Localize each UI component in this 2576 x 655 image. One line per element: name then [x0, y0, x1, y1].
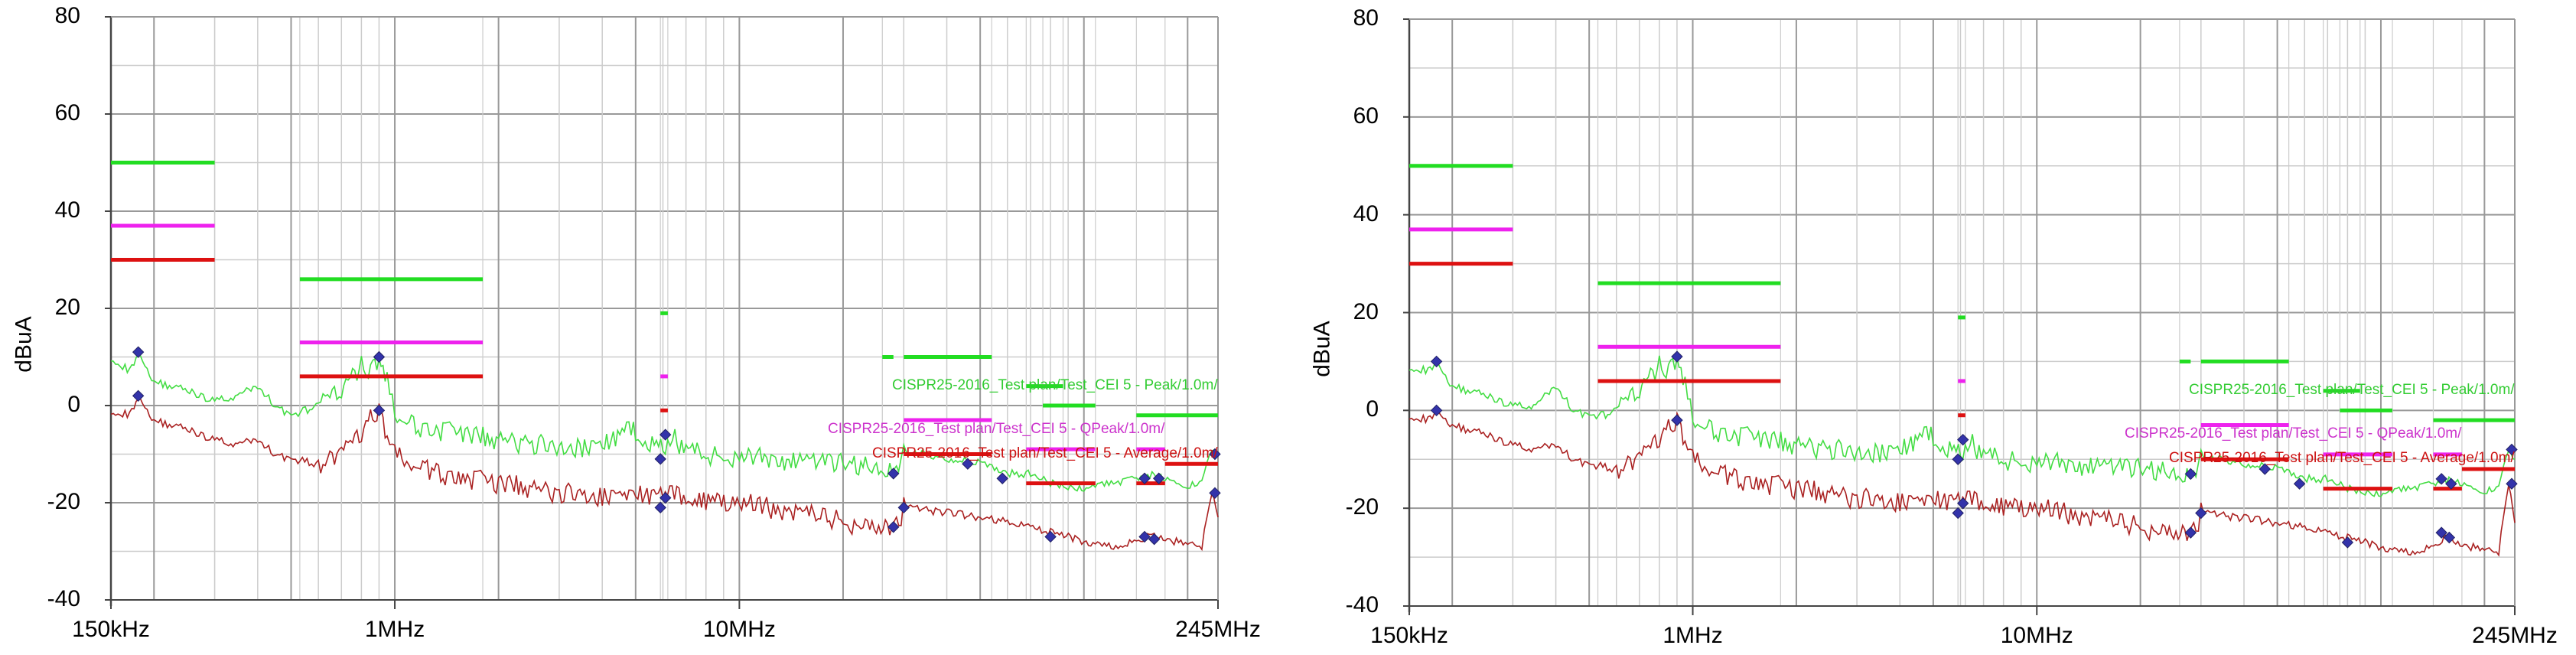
marker-diamond-icon[interactable] — [1430, 404, 1443, 417]
legend-entry-average: CISPR25-2016_Test plan/Test_CEI 5 - Aver… — [872, 445, 1218, 461]
legend-entry-peak: CISPR25-2016_Test plan/Test_CEI 5 - Peak… — [892, 376, 1218, 393]
marker-diamond-icon[interactable] — [2435, 526, 2447, 539]
marker-diamond-icon[interactable] — [1671, 350, 1683, 363]
marker-diamond-icon[interactable] — [654, 501, 666, 514]
marker-diamond-icon[interactable] — [2341, 536, 2354, 549]
marker-diamond-icon[interactable] — [373, 404, 386, 417]
x-tick-label: 10MHz — [702, 617, 776, 642]
x-tick-label: 1MHz — [364, 617, 425, 642]
marker-diamond-icon[interactable] — [1209, 448, 1221, 461]
marker-diamond-icon[interactable] — [2506, 443, 2518, 456]
y-tick-label: 40 — [1353, 200, 1379, 226]
y-tick-label: 0 — [1366, 396, 1379, 422]
x-tick-label: 150kHz — [72, 617, 150, 642]
marker-diamond-icon[interactable] — [659, 491, 672, 504]
marker-diamond-icon[interactable] — [132, 346, 145, 358]
marker-diamond-icon[interactable] — [1430, 355, 1443, 368]
marker-diamond-icon[interactable] — [1152, 472, 1165, 484]
marker-diamond-icon[interactable] — [132, 389, 145, 402]
marker-diamond-icon[interactable] — [887, 468, 900, 480]
marker-diamond-icon[interactable] — [1671, 414, 1683, 426]
y-tick-label: 80 — [1353, 5, 1379, 31]
marker-diamond-icon[interactable] — [373, 350, 386, 363]
chart-left: 80 60 40 20 0 -20 -40 dBuA 150kHz 1MHz 10MHz 245MHz… — [0, 0, 1285, 655]
marker-diamond-icon[interactable] — [1952, 453, 1964, 465]
marker-diamond-icon[interactable] — [1148, 533, 1161, 546]
marker-diamond-icon[interactable] — [2184, 526, 2197, 539]
marker-diamond-icon[interactable] — [1957, 433, 1969, 446]
y-tick-label: 60 — [1353, 103, 1379, 129]
marker-diamond-icon[interactable] — [654, 453, 666, 465]
marker-diamond-icon[interactable] — [1044, 530, 1057, 543]
trace-peak — [110, 354, 1219, 492]
y-tick-label: 20 — [54, 295, 80, 320]
y-tick-label: 60 — [54, 100, 80, 125]
marker-diamond-icon[interactable] — [2293, 477, 2306, 490]
marker-diamond-icon[interactable] — [1957, 497, 1969, 510]
x-tick-label: 245MHz — [1175, 617, 1261, 642]
y-tick-label: 20 — [1353, 298, 1379, 324]
marker-diamond-icon[interactable] — [1952, 507, 1964, 520]
x-tick-label: 1MHz — [1663, 623, 1723, 648]
marker-diamond-icon[interactable] — [887, 521, 900, 533]
y-tick-label: -20 — [47, 489, 80, 514]
marker-diamond-icon[interactable] — [2445, 477, 2457, 490]
y-tick-label: -20 — [1345, 494, 1379, 520]
legend-entry-qpeak: CISPR25-2016_Test plan/Test_CEI 5 - QPea… — [828, 420, 1165, 437]
y-tick-label: -40 — [1345, 592, 1379, 618]
marker-diamond-icon[interactable] — [1209, 487, 1221, 500]
marker-diamond-icon[interactable] — [2195, 507, 2207, 520]
marker-diamond-icon[interactable] — [1138, 530, 1151, 543]
marker-diamond-icon[interactable] — [1138, 472, 1151, 484]
x-tick-label: 245MHz — [2472, 623, 2558, 648]
marker-diamond-icon[interactable] — [2184, 468, 2197, 481]
y-tick-label: 40 — [54, 197, 80, 223]
marker-diamond-icon[interactable] — [996, 472, 1008, 484]
marker-diamond-icon[interactable] — [2258, 463, 2272, 475]
marker-diamond-icon[interactable] — [2443, 531, 2456, 544]
x-tick-label: 10MHz — [2000, 623, 2073, 648]
y-tick-label: -40 — [47, 586, 80, 611]
marker-diamond-icon[interactable] — [2506, 477, 2518, 490]
y-tick-label: 0 — [67, 392, 80, 417]
legend-entry-average: CISPR25-2016_Test plan/Test_CEI 5 - Aver… — [2169, 450, 2515, 467]
y-tick-label: 80 — [54, 3, 80, 28]
legend-entry-peak: CISPR25-2016_Test plan/Test_CEI 5 - Peak… — [2189, 381, 2515, 398]
x-tick-label: 150kHz — [1370, 623, 1448, 648]
y-axis-label: dBuA — [1309, 320, 1335, 377]
marker-diamond-icon[interactable] — [897, 501, 910, 514]
marker-diamond-icon[interactable] — [2435, 473, 2447, 485]
legend-entry-qpeak: CISPR25-2016_Test plan/Test_CEI 5 - QPea… — [2125, 425, 2462, 442]
marker-diamond-icon[interactable] — [962, 458, 974, 470]
marker-diamond-icon[interactable] — [659, 429, 672, 441]
